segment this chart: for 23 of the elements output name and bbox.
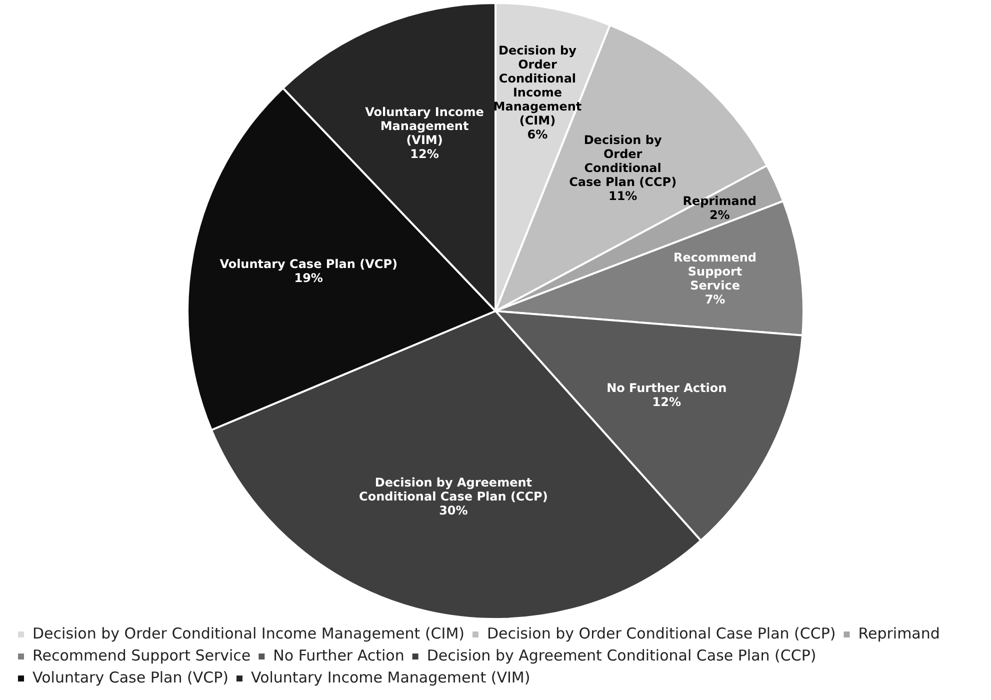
data-label: 6% <box>527 127 548 142</box>
slice-label: Decision by Agreement Conditional Case Plan (CCP) <box>359 475 548 504</box>
data-label: 12% <box>652 394 681 409</box>
legend-label: No Further Action <box>273 646 404 664</box>
data-label: 19% <box>294 271 323 286</box>
data-label: 11% <box>608 188 638 203</box>
legend-label: Reprimand <box>858 624 940 642</box>
slice-label: Decision by Order Conditional Case Plan (CCP) <box>569 132 677 189</box>
data-label: 7% <box>704 292 726 307</box>
legend-label: Decision by Agreement Conditional Case Plan (CCP) <box>426 646 816 664</box>
legend-label: Decision by Order Conditional Case Plan (CCP) <box>486 624 836 642</box>
slice-label: Voluntary Income Management (VIM) <box>365 104 484 147</box>
data-label: 30% <box>439 503 468 518</box>
legend-label: Recommend Support Service <box>32 646 251 664</box>
slice-label: No Further Action <box>606 380 727 395</box>
slice-label: Voluntary Case Plan (VCP) <box>220 257 398 272</box>
slice-label: Recommend Support Service <box>673 250 757 293</box>
data-label: 2% <box>709 208 730 222</box>
legend-label: Decision by Order Conditional Income Management (CIM) <box>32 624 464 642</box>
legend-label: Voluntary Income Management (VIM) <box>250 668 530 686</box>
data-label: 12% <box>410 146 439 161</box>
slice-label: Reprimand <box>682 194 756 208</box>
legend-label: Voluntary Case Plan (VCP) <box>32 668 228 686</box>
